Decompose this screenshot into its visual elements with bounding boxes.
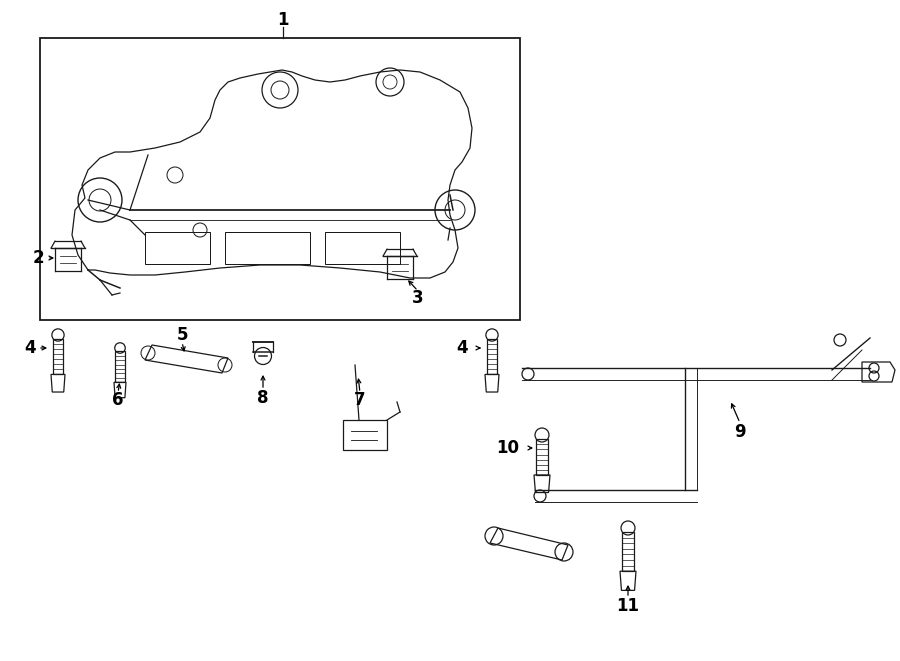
Bar — [145, 232, 210, 264]
Text: 8: 8 — [257, 389, 269, 407]
Text: 9: 9 — [734, 423, 746, 441]
Text: 5: 5 — [176, 326, 188, 344]
Bar — [40, 38, 520, 320]
Text: 10: 10 — [497, 439, 519, 457]
Bar — [325, 232, 400, 264]
Text: 2: 2 — [32, 249, 44, 267]
Text: 4: 4 — [456, 339, 468, 357]
Text: 6: 6 — [112, 391, 124, 409]
Text: 1: 1 — [277, 11, 289, 29]
Text: 11: 11 — [616, 597, 640, 615]
Text: 7: 7 — [355, 391, 365, 409]
Text: 4: 4 — [24, 339, 36, 357]
Bar — [225, 232, 310, 264]
Text: 3: 3 — [412, 289, 424, 307]
